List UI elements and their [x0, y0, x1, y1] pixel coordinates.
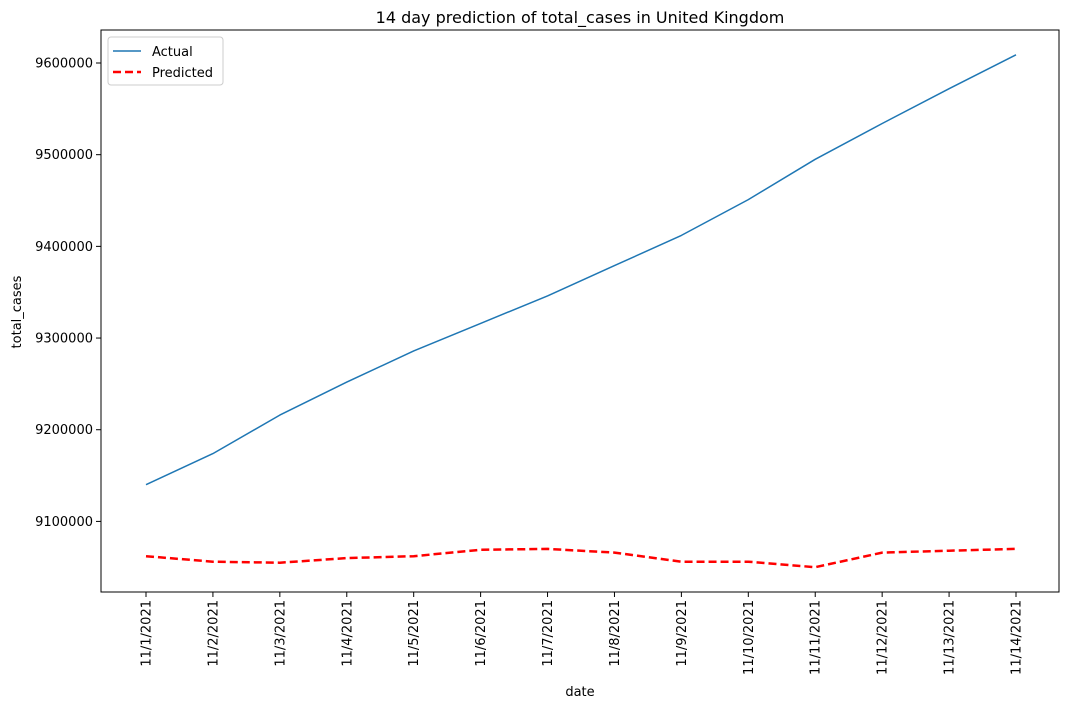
- x-tick-label: 11/1/2021: [140, 600, 155, 667]
- x-tick-label: 11/5/2021: [407, 600, 422, 667]
- x-axis-label: date: [565, 685, 594, 700]
- x-tick-label: 11/4/2021: [340, 600, 355, 667]
- x-tick-label: 11/10/2021: [742, 600, 757, 675]
- y-tick-label: 9100000: [35, 515, 93, 530]
- x-tick-label: 11/2/2021: [206, 600, 221, 667]
- legend: Actual Predicted: [107, 36, 224, 86]
- y-tick-label: 9200000: [35, 423, 93, 438]
- series-line-actual: [145, 54, 1017, 486]
- x-tick-label: 11/3/2021: [273, 600, 288, 667]
- y-tick-label: 9600000: [35, 57, 93, 72]
- chart-title: 14 day prediction of total_cases in Unit…: [376, 8, 785, 28]
- x-tick-label: 11/12/2021: [876, 600, 891, 675]
- x-axis: 11/1/2021 11/2/2021 11/3/2021 11/4/2021 11/5…: [140, 592, 1025, 675]
- x-tick-label: 11/6/2021: [474, 600, 489, 667]
- y-axis: 9100000 9200000 9300000 9400000 9500000 96000…: [35, 57, 101, 530]
- y-tick-label: 9300000: [35, 332, 93, 347]
- plot-frame: [100, 29, 1060, 593]
- x-tick-label: 11/13/2021: [943, 600, 958, 675]
- y-axis-label: total_cases: [10, 275, 25, 348]
- legend-label-actual: Actual: [152, 45, 193, 60]
- x-tick-label: 11/7/2021: [541, 600, 556, 667]
- x-tick-label: 11/9/2021: [675, 600, 690, 667]
- y-tick-label: 9400000: [35, 240, 93, 255]
- y-tick-label: 9500000: [35, 148, 93, 163]
- legend-label-predicted: Predicted: [152, 66, 213, 81]
- series-line-predicted: [145, 547, 1017, 569]
- x-tick-label: 11/14/2021: [1010, 600, 1025, 675]
- legend-box: [107, 36, 224, 86]
- series-layer: [145, 54, 1017, 569]
- x-tick-label: 11/8/2021: [608, 600, 623, 667]
- x-tick-label: 11/11/2021: [809, 600, 824, 675]
